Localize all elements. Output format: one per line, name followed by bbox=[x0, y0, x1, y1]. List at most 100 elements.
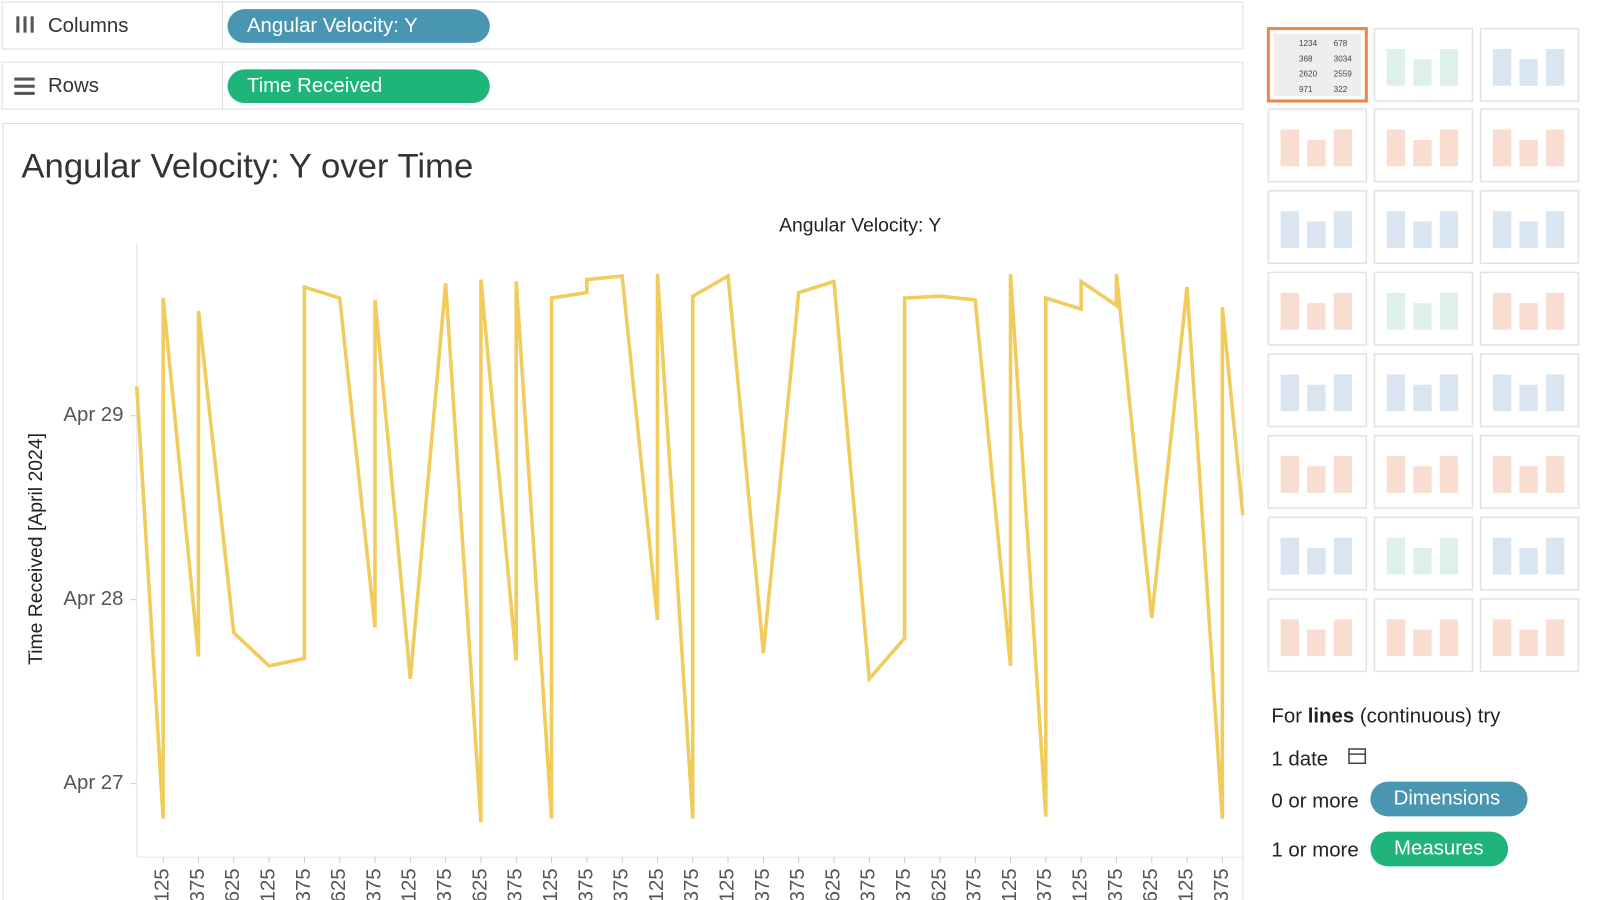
chart-type-button[interactable] bbox=[1267, 271, 1368, 346]
x-tick-label: 125 bbox=[152, 868, 174, 900]
chart-type-button[interactable] bbox=[1267, 598, 1368, 673]
chart-type-button[interactable] bbox=[1267, 190, 1368, 265]
pill[interactable] bbox=[227, 69, 490, 104]
thumb-shape bbox=[1280, 374, 1299, 412]
thumb-shape bbox=[1439, 292, 1459, 330]
chart-type-button[interactable] bbox=[1373, 27, 1474, 102]
x-tick-label: 125 bbox=[399, 868, 421, 900]
chart-type-button[interactable] bbox=[1373, 190, 1474, 265]
pill-text[interactable]: Angular Velocity: Y bbox=[247, 15, 418, 37]
thumb-shape bbox=[1492, 537, 1512, 575]
requirement: 0 or more bbox=[1271, 790, 1358, 812]
line bbox=[134, 272, 1245, 823]
thumb-shape bbox=[1413, 139, 1432, 167]
axis-header: Angular Velocity: Y bbox=[779, 215, 941, 237]
thumb-shape bbox=[1519, 384, 1538, 412]
x-tick-label: 375 bbox=[1034, 868, 1056, 900]
thumb-shape bbox=[1307, 221, 1326, 248]
x-tick-label: 375 bbox=[681, 868, 703, 900]
x-tick-label: 375 bbox=[1105, 868, 1127, 900]
thumb-shape bbox=[1439, 211, 1459, 248]
chart-type-button[interactable] bbox=[1267, 353, 1368, 428]
thumb-shape bbox=[1439, 129, 1459, 167]
thumb-shape bbox=[1333, 292, 1353, 330]
thumb-shape bbox=[1439, 619, 1459, 657]
thumb-shape bbox=[1386, 129, 1406, 167]
x-tick-label: 375 bbox=[293, 868, 315, 900]
thumb-shape bbox=[1439, 48, 1459, 86]
thumb-value: 368 bbox=[1299, 54, 1313, 63]
x-tick-label: 625 bbox=[1140, 868, 1162, 900]
thumb-shape bbox=[1413, 466, 1432, 493]
chart-type-button[interactable] bbox=[1373, 434, 1474, 509]
thumb-shape bbox=[1439, 456, 1459, 493]
thumb-shape bbox=[1280, 292, 1299, 330]
chart-type-button[interactable] bbox=[1479, 434, 1580, 509]
chart-type-button[interactable] bbox=[1267, 108, 1368, 183]
hint-text: For bbox=[1271, 706, 1302, 728]
thumb-shape bbox=[1545, 48, 1565, 86]
x-tick-label: 375 bbox=[505, 868, 527, 900]
thumb-shape bbox=[1307, 629, 1326, 657]
thumb-value: 678 bbox=[1334, 39, 1348, 48]
x-tick-label: 375 bbox=[611, 868, 633, 900]
thumb-shape bbox=[1439, 537, 1459, 575]
thumb-shape bbox=[1492, 374, 1512, 412]
y-axis-title: Time Received [April 2024] bbox=[25, 433, 47, 665]
thumb-shape bbox=[1519, 139, 1538, 167]
chart-type-button[interactable] bbox=[1373, 108, 1474, 183]
chart-type-button[interactable] bbox=[1479, 27, 1580, 102]
x-tick-label: 125 bbox=[1175, 868, 1197, 900]
x-tick-label: 125 bbox=[646, 868, 668, 900]
thumb-value: 1234 bbox=[1299, 39, 1318, 48]
thumb-shape bbox=[1280, 211, 1299, 248]
chart-type-button[interactable] bbox=[1479, 353, 1580, 428]
requirement: 1 or more bbox=[1271, 839, 1358, 861]
thumb-shape bbox=[1333, 129, 1353, 167]
thumb-shape bbox=[1413, 303, 1432, 330]
x-tick-label: 375 bbox=[363, 868, 385, 900]
x-tick-label: 125 bbox=[1070, 868, 1092, 900]
thumb-shape bbox=[1280, 537, 1299, 575]
y-tick-label: Apr 28 bbox=[63, 588, 123, 610]
pill-text[interactable]: Time Received bbox=[247, 75, 382, 97]
hint-bold: lines bbox=[1308, 706, 1354, 728]
thumb-shape bbox=[1307, 466, 1326, 493]
chart-type-button[interactable] bbox=[1479, 190, 1580, 265]
y-tick-label: Apr 27 bbox=[63, 772, 123, 794]
thumb-bg bbox=[1273, 33, 1362, 96]
x-tick-label: 375 bbox=[575, 868, 597, 900]
chart-type-button[interactable] bbox=[1373, 516, 1474, 591]
chart-type-button[interactable] bbox=[1479, 108, 1580, 183]
x-tick-label: 375 bbox=[858, 868, 880, 900]
thumb-shape bbox=[1280, 456, 1299, 493]
thumb-shape bbox=[1519, 59, 1538, 86]
chart-title: Angular Velocity: Y over Time bbox=[21, 148, 473, 186]
thumb-shape bbox=[1492, 619, 1512, 657]
chart-type-button[interactable] bbox=[1479, 598, 1580, 673]
thumb-shape bbox=[1492, 292, 1512, 330]
chart-type-button[interactable] bbox=[1373, 353, 1474, 428]
pill bbox=[1370, 831, 1509, 867]
chart-type-button[interactable] bbox=[1267, 434, 1368, 509]
thumb-value: 2559 bbox=[1334, 70, 1353, 79]
thumb-shape bbox=[1333, 619, 1353, 657]
x-tick-label: 375 bbox=[434, 868, 456, 900]
thumb-shape bbox=[1386, 537, 1406, 575]
x-tick-label: 125 bbox=[258, 868, 280, 900]
x-tick-label: 125 bbox=[540, 868, 562, 900]
thumb-value: 3034 bbox=[1334, 54, 1353, 63]
thumb-shape bbox=[1386, 374, 1406, 412]
thumb-shape bbox=[1439, 374, 1459, 412]
chart-type-button[interactable] bbox=[1479, 516, 1580, 591]
chart-type-button[interactable] bbox=[1267, 516, 1368, 591]
chart-type-button[interactable]: 1234 678 368 3034 2620 2559 971 322 bbox=[1266, 27, 1368, 103]
pill[interactable] bbox=[227, 9, 490, 43]
thumb-shape bbox=[1413, 547, 1432, 575]
thumb-shape bbox=[1519, 547, 1538, 575]
chart-type-button[interactable] bbox=[1373, 271, 1474, 346]
thumb-shape bbox=[1333, 537, 1353, 575]
chart-type-button[interactable] bbox=[1373, 598, 1474, 673]
thumb-shape bbox=[1386, 619, 1406, 657]
chart-type-button[interactable] bbox=[1479, 271, 1580, 346]
